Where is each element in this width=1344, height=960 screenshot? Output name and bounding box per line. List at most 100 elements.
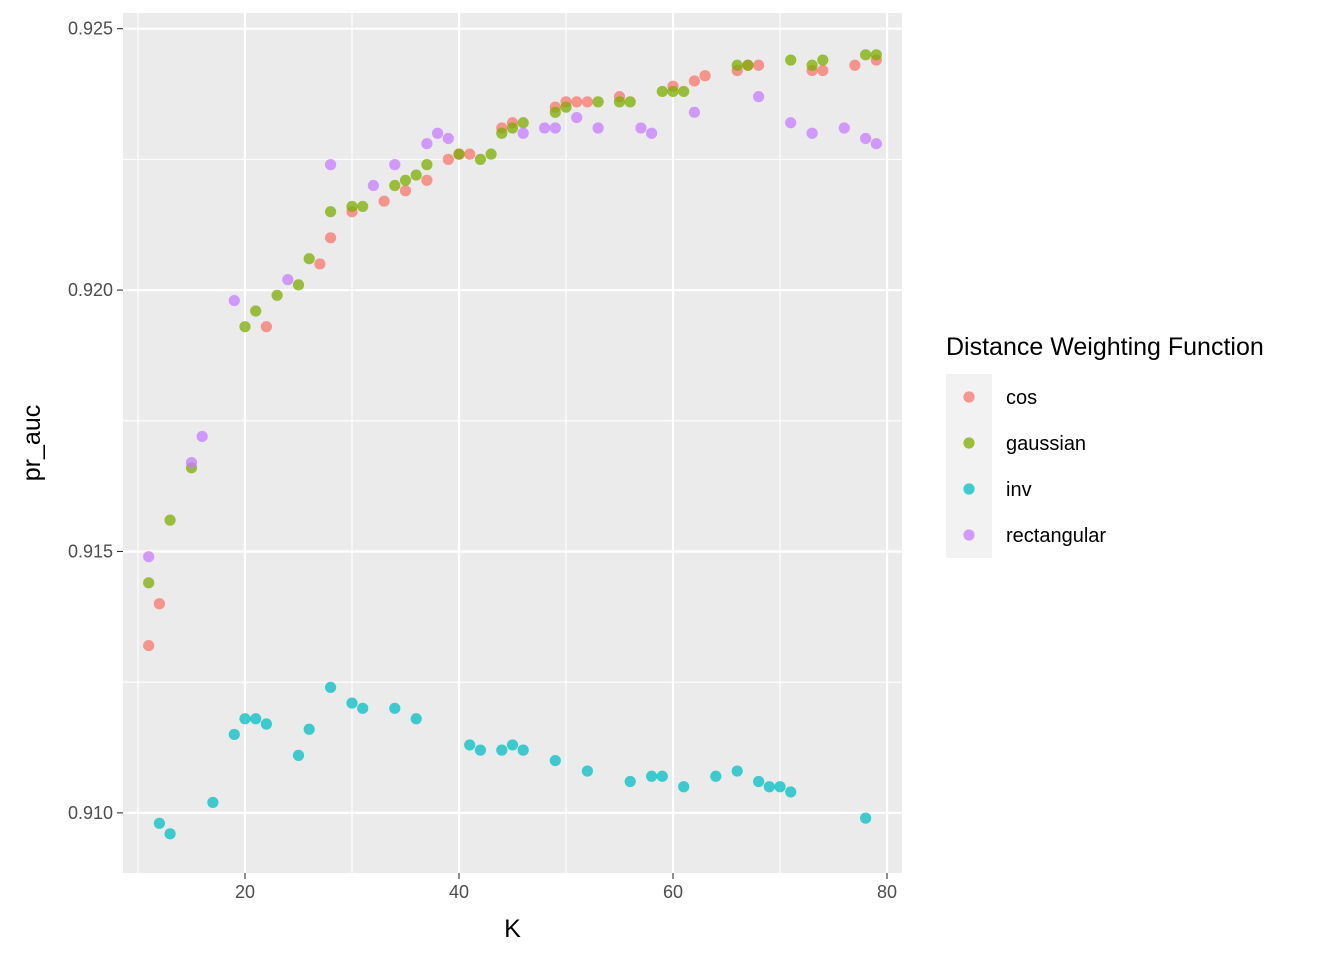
data-point-gaussian (624, 96, 636, 108)
data-point-gaussian (656, 85, 668, 98)
data-point-gaussian (303, 253, 315, 265)
legend-label: rectangular (1006, 525, 1106, 547)
data-point-rectangular (688, 106, 701, 118)
data-point-gaussian (410, 169, 422, 181)
y-axis: 0.910 0.915 0.920 0.925 (68, 19, 123, 823)
legend: Distance Weighting Function cos gaussian i… (946, 333, 1264, 558)
data-point-cos (260, 321, 272, 333)
data-point-gaussian (742, 59, 754, 71)
y-tick-label: 0.920 (68, 280, 113, 300)
data-point-rectangular (143, 551, 155, 563)
data-point-inv (774, 781, 786, 793)
series-inv (153, 681, 872, 840)
data-point-gaussian (806, 59, 818, 71)
data-point-rectangular (517, 127, 529, 139)
x-axis-title: K (504, 915, 521, 943)
legend-item-rectangular: rectangular (963, 525, 1106, 547)
data-point-cos (442, 153, 454, 165)
data-point-gaussian (453, 148, 465, 160)
data-point-inv (228, 728, 240, 741)
data-point-inv (763, 781, 775, 793)
legend-key-gaussian (963, 437, 975, 449)
data-point-gaussian (474, 153, 486, 165)
data-point-cos (753, 59, 765, 71)
data-point-inv (731, 765, 743, 777)
data-point-inv (389, 702, 401, 714)
data-point-inv (506, 739, 519, 751)
data-point-inv (153, 817, 165, 829)
legend-item-inv: inv (963, 479, 1032, 501)
data-point-cos (464, 148, 476, 160)
data-point-gaussian (389, 179, 401, 192)
data-point-gaussian (785, 54, 797, 66)
data-point-inv (860, 812, 872, 824)
data-point-gaussian (506, 122, 519, 134)
data-point-rectangular (753, 91, 765, 103)
data-point-inv (292, 749, 305, 761)
data-point-inv (753, 775, 765, 788)
legend-label: gaussian (1006, 433, 1086, 455)
data-point-gaussian (860, 49, 872, 61)
data-point-cos (849, 59, 861, 71)
y-tick-label: 0.925 (68, 19, 113, 39)
data-point-inv (357, 702, 369, 714)
x-tick-label: 40 (449, 882, 469, 902)
data-points (143, 49, 882, 840)
data-point-inv (346, 697, 358, 709)
legend-item-gaussian: gaussian (963, 433, 1086, 455)
data-point-cos (378, 195, 390, 207)
data-point-inv (678, 781, 690, 793)
data-point-rectangular (539, 122, 551, 134)
data-point-cos (314, 258, 326, 270)
data-point-rectangular (442, 132, 454, 145)
y-axis-title: pr_auc (18, 405, 46, 481)
data-point-inv (260, 718, 272, 730)
data-point-gaussian (517, 117, 529, 129)
data-point-rectangular (549, 122, 561, 134)
data-point-cos (324, 232, 337, 244)
data-point-rectangular (282, 274, 294, 286)
data-point-rectangular (185, 457, 198, 469)
data-point-gaussian (271, 289, 283, 301)
data-point-inv (710, 770, 722, 782)
data-point-inv (303, 723, 315, 735)
series-rectangular (143, 91, 882, 563)
data-point-rectangular (860, 132, 872, 145)
data-point-rectangular (806, 127, 818, 139)
data-point-inv (624, 775, 636, 788)
data-point-gaussian (613, 96, 626, 108)
minor-gridlines (123, 13, 902, 873)
data-point-gaussian (292, 279, 305, 291)
legend-key-background (946, 374, 992, 558)
data-point-inv (549, 754, 561, 767)
data-point-cos (153, 598, 165, 610)
data-point-cos (817, 64, 829, 77)
data-point-inv (207, 796, 219, 809)
x-tick-label: 20 (235, 882, 255, 902)
data-point-gaussian (250, 305, 262, 317)
data-point-rectangular (571, 111, 583, 124)
data-point-cos (421, 174, 433, 186)
data-point-gaussian (870, 49, 882, 61)
data-point-gaussian (678, 85, 690, 98)
data-point-inv (785, 786, 797, 798)
data-point-inv (250, 713, 262, 725)
data-point-gaussian (817, 54, 829, 66)
data-point-rectangular (870, 138, 882, 150)
data-point-inv (239, 713, 251, 725)
data-point-cos (571, 96, 583, 108)
plot-panel (123, 13, 902, 873)
data-point-cos (143, 639, 155, 652)
data-point-gaussian (324, 206, 337, 218)
legend-key-inv (963, 483, 975, 495)
x-tick-label: 60 (663, 882, 683, 902)
data-point-gaussian (485, 148, 497, 160)
data-point-gaussian (592, 96, 604, 108)
data-point-gaussian (560, 101, 572, 113)
data-point-inv (474, 744, 486, 756)
data-point-gaussian (731, 59, 743, 71)
data-point-gaussian (496, 127, 508, 139)
data-point-rectangular (838, 122, 850, 134)
data-point-rectangular (324, 159, 337, 171)
data-point-rectangular (785, 117, 797, 129)
